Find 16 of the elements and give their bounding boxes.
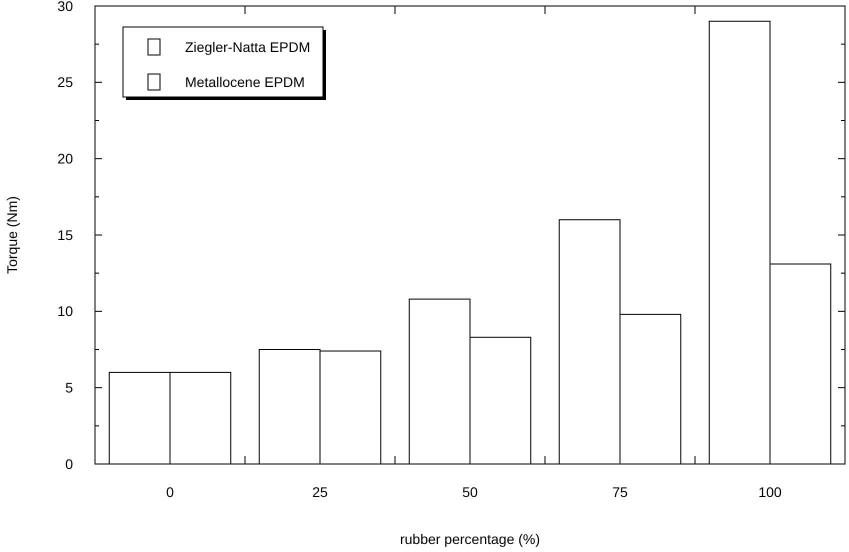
- legend-label: Metallocene EPDM: [185, 74, 305, 90]
- x-tick-label: 75: [612, 484, 628, 500]
- y-tick-label: 5: [65, 380, 74, 396]
- x-tick-label: 25: [312, 484, 328, 500]
- x-tick-label: 100: [758, 484, 782, 500]
- x-tick-label: 50: [462, 484, 478, 500]
- y-tick-label: 10: [57, 303, 74, 320]
- y-tick-label: 20: [57, 150, 74, 167]
- y-axis-title: Torque (Nm): [4, 196, 20, 274]
- legend-label: Ziegler-Natta EPDM: [185, 38, 310, 55]
- y-tick-label: 15: [57, 226, 74, 243]
- x-axis-title: rubber percentage (%): [400, 531, 540, 547]
- y-tick-label: 25: [57, 74, 74, 90]
- y-tick-label: 0: [65, 456, 74, 472]
- x-tick-label: 0: [166, 484, 174, 500]
- y-tick-label: 30: [57, 0, 74, 14]
